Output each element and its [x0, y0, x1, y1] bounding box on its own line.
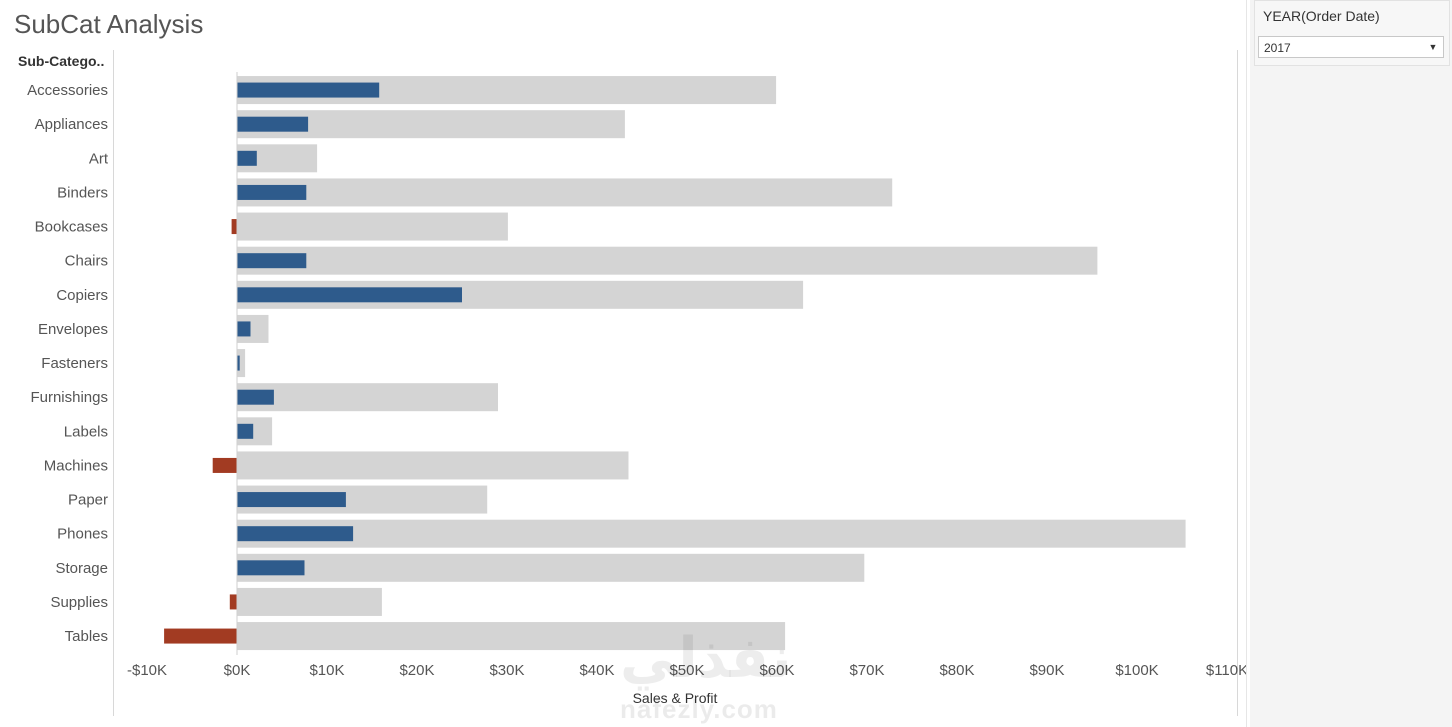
profit-bar[interactable] [237, 253, 307, 269]
x-tick-label: $30K [489, 662, 524, 679]
watermark-url: nafezly.com [620, 694, 778, 724]
bar-chart[interactable]: Accessories Appliances Art Binders Bookcases… [0, 0, 1246, 720]
row-header-divider [113, 50, 114, 716]
sales-bar[interactable] [237, 622, 786, 651]
profit-bar[interactable] [237, 321, 251, 337]
category-label[interactable]: Appliances [35, 116, 108, 133]
category-label[interactable]: Envelopes [38, 321, 108, 338]
x-axis-title: Sales & Profit [633, 690, 718, 706]
x-tick-label: $90K [1029, 662, 1064, 679]
profit-bar[interactable] [237, 492, 346, 508]
category-label[interactable]: Fasteners [41, 355, 108, 372]
category-label[interactable]: Storage [55, 560, 108, 577]
filter-selected-value: 2017 [1264, 41, 1291, 55]
category-label[interactable]: Copiers [56, 287, 108, 304]
sales-bar[interactable] [237, 383, 498, 412]
x-tick-label: $110K [1206, 662, 1246, 679]
subcategory-header[interactable]: Sub-Catego.. [18, 53, 105, 69]
x-tick-label: -$10K [127, 662, 167, 679]
sales-bar[interactable] [237, 519, 1186, 548]
chart-right-border [1237, 50, 1238, 716]
category-label[interactable]: Paper [68, 492, 108, 509]
chevron-down-icon[interactable]: ▼ [1428, 42, 1438, 52]
dashboard-title: SubCat Analysis [14, 9, 204, 39]
profit-bar[interactable] [164, 628, 237, 644]
sales-bar[interactable] [237, 178, 893, 207]
profit-bar[interactable] [237, 355, 240, 371]
filter-panel: YEAR(Order Date) 2017 ▼ [1250, 0, 1452, 727]
profit-bar[interactable] [231, 219, 237, 235]
sales-bar[interactable] [237, 451, 629, 480]
profit-bar[interactable] [237, 116, 309, 132]
x-tick-label: $60K [759, 662, 794, 679]
profit-bar[interactable] [237, 150, 257, 166]
profit-bar[interactable] [237, 526, 354, 542]
profit-bar[interactable] [237, 184, 307, 200]
profit-bar[interactable] [237, 287, 462, 303]
year-filter-card: YEAR(Order Date) 2017 ▼ [1254, 0, 1450, 66]
panel-divider [1246, 0, 1247, 727]
category-label[interactable]: Art [89, 150, 109, 167]
year-filter-dropdown[interactable]: 2017 ▼ [1258, 36, 1444, 58]
watermark-logo: نفذلي [620, 626, 792, 689]
category-label[interactable]: Labels [64, 423, 108, 440]
sales-bar[interactable] [237, 349, 246, 378]
x-tick-label: $80K [939, 662, 974, 679]
category-label[interactable]: Chairs [65, 253, 108, 270]
category-label[interactable]: Phones [57, 526, 108, 543]
category-label[interactable]: Binders [57, 184, 108, 201]
profit-bar[interactable] [229, 594, 237, 610]
sales-bar[interactable] [237, 587, 382, 616]
sales-bar[interactable] [237, 246, 1098, 275]
profit-bar[interactable] [237, 82, 380, 98]
x-tick-label: $50K [669, 662, 704, 679]
x-tick-label: $40K [579, 662, 614, 679]
category-label[interactable]: Tables [65, 628, 108, 645]
category-label[interactable]: Bookcases [35, 219, 108, 236]
profit-bar[interactable] [212, 457, 237, 473]
x-tick-label: $10K [309, 662, 344, 679]
profit-bar[interactable] [237, 560, 305, 576]
category-label[interactable]: Supplies [50, 594, 108, 611]
sales-bar[interactable] [237, 553, 865, 582]
x-tick-label: $20K [399, 662, 434, 679]
x-tick-label: $100K [1115, 662, 1158, 679]
category-label[interactable]: Machines [44, 457, 108, 474]
filter-title: YEAR(Order Date) [1263, 8, 1380, 24]
profit-bar[interactable] [237, 389, 274, 405]
category-label[interactable]: Furnishings [30, 389, 108, 406]
category-label[interactable]: Accessories [27, 82, 108, 99]
profit-bar[interactable] [237, 423, 254, 439]
x-tick-label: $70K [849, 662, 884, 679]
sales-bar[interactable] [237, 212, 508, 241]
x-tick-label: $0K [224, 662, 251, 679]
